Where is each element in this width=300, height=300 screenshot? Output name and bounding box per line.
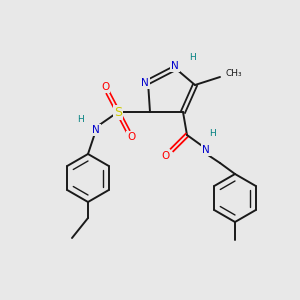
Text: O: O [127,132,135,142]
Text: CH₃: CH₃ [226,70,243,79]
Text: N: N [202,145,210,155]
Text: H: H [189,53,195,62]
Text: N: N [92,125,100,135]
Text: N: N [171,61,179,71]
Text: O: O [162,151,170,161]
Text: S: S [114,106,122,118]
Text: H: H [76,116,83,124]
Text: N: N [141,78,149,88]
Text: H: H [210,128,216,137]
Text: O: O [101,82,109,92]
